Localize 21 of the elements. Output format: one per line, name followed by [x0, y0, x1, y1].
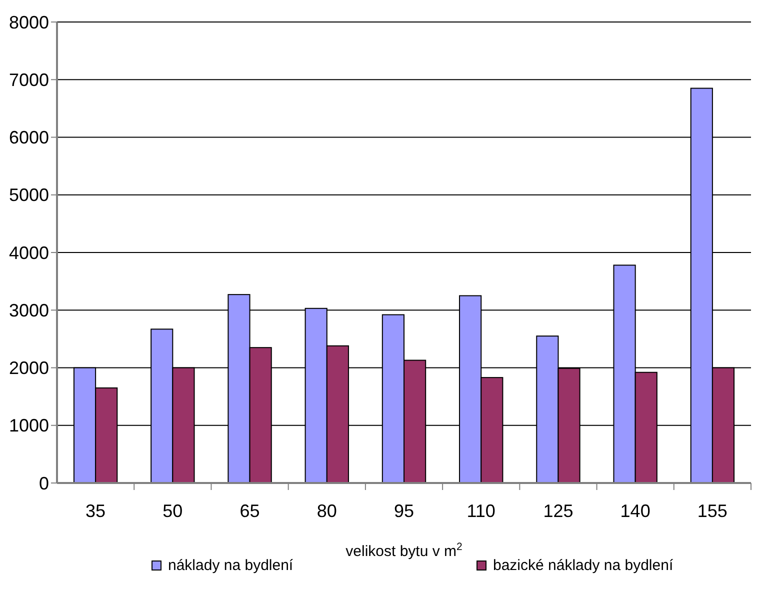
x-tick-label: 50	[162, 501, 183, 521]
y-tick-label: 0	[38, 473, 49, 494]
y-tick-label: 3000	[8, 300, 49, 320]
x-axis-title: velikost bytu v m$^{2}$	[346, 541, 463, 560]
x-tick-label: 35	[86, 501, 106, 521]
legend-label: náklady na bydlení	[168, 557, 294, 574]
x-tick-label: 95	[394, 501, 414, 521]
y-tick-label: 7000	[8, 70, 49, 90]
x-tick-label: 155	[697, 501, 728, 521]
x-tick-label: 125	[543, 501, 574, 521]
y-tick-label: 6000	[8, 128, 49, 148]
x-tick-label: 80	[316, 501, 337, 521]
y-tick-label: 5000	[8, 185, 49, 206]
y-tick-label: 8000	[8, 12, 49, 32]
x-tick-label: 110	[466, 501, 496, 521]
legend-label: bazické náklady na bydlení	[493, 557, 674, 574]
x-tick-label: 140	[620, 501, 650, 521]
y-tick-label: 4000	[8, 242, 49, 263]
y-tick-label: 2000	[8, 358, 49, 378]
y-tick-label: 1000	[8, 416, 49, 436]
x-tick-label: 65	[240, 501, 260, 521]
